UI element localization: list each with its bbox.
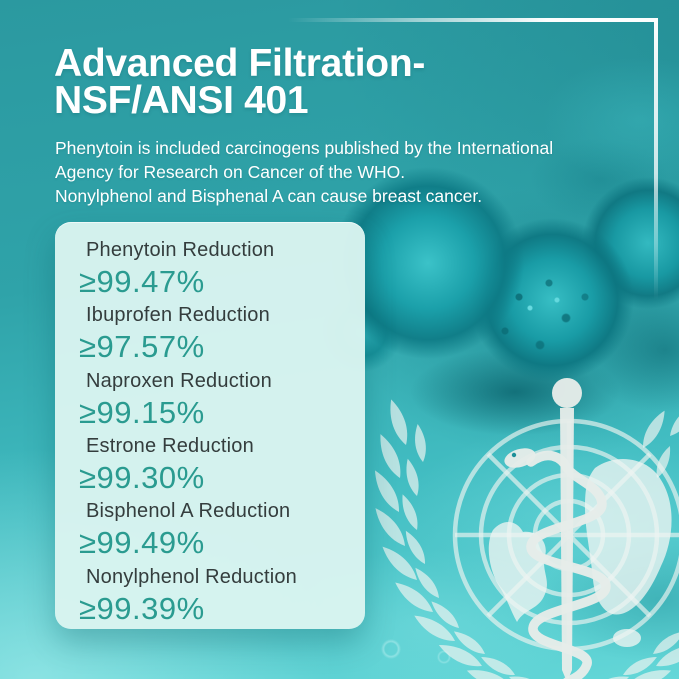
reduction-value: ≥99.49% <box>79 525 205 561</box>
reduction-value: ≥99.47% <box>79 264 205 299</box>
who-emblem-watermark <box>369 378 679 679</box>
reduction-item: Phenytoin Reduction ≥99.47% <box>79 237 355 302</box>
reduction-item: Estrone Reduction ≥99.30% <box>79 433 355 498</box>
reduction-card: Phenytoin Reduction ≥99.47% Ibuprofen Re… <box>55 222 365 629</box>
reduction-label: Phenytoin Reduction <box>86 239 275 261</box>
frame-line-right <box>654 18 658 300</box>
snake-icon <box>504 448 611 679</box>
description: Phenytoin is included carcinogens publis… <box>55 136 553 208</box>
reduction-item: Naproxen Reduction ≥99.15% <box>79 368 355 433</box>
description-line: Phenytoin is included carcinogens publis… <box>55 138 554 158</box>
reduction-label: Naproxen Reduction <box>86 369 272 392</box>
reduction-value: ≥99.15% <box>79 394 205 430</box>
reduction-item: Nonylphenol Reduction ≥99.39% <box>79 564 355 629</box>
reduction-label: Estrone Reduction <box>86 434 254 457</box>
page-title: Advanced Filtration- NSF/ANSI 401 <box>54 42 426 122</box>
reduction-label: Ibuprofen Reduction <box>86 304 270 327</box>
reduction-item: Bisphenol A Reduction ≥99.49% <box>79 498 355 563</box>
frame-line-top <box>288 18 658 22</box>
reduction-value: ≥97.57% <box>79 329 205 365</box>
description-line: Nonylphenol and Bisphenal A can cause br… <box>55 186 483 206</box>
reduction-label: Nonylphenol Reduction <box>86 565 298 588</box>
reduction-item: Ibuprofen Reduction ≥97.57% <box>79 302 355 367</box>
title-line-1: Advanced Filtration- <box>54 42 426 85</box>
title-line-2: NSF/ANSI 401 <box>54 79 309 122</box>
reduction-value: ≥99.39% <box>79 590 205 626</box>
reduction-label: Bisphenol A Reduction <box>86 500 291 523</box>
reduction-value: ≥99.30% <box>79 459 205 495</box>
description-line: Agency for Research on Cancer of the WHO… <box>55 162 406 182</box>
